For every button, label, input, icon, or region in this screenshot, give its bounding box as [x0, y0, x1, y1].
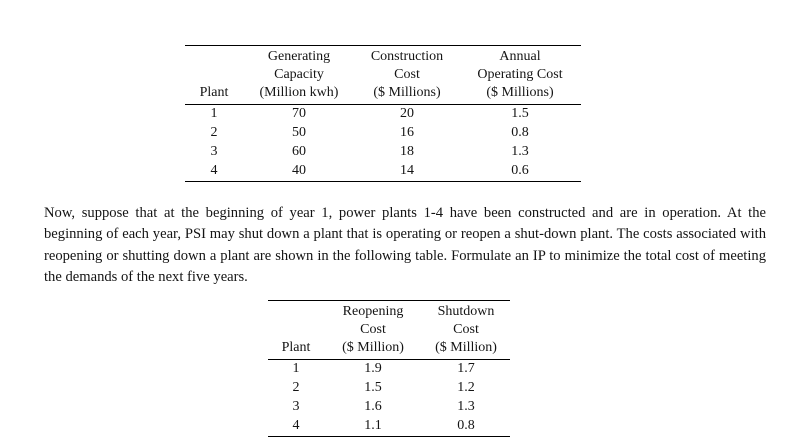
- table-row: 4 1.1 0.8: [268, 417, 510, 437]
- header-annual-operating-cost: Annual Operating Cost ($ Millions): [459, 45, 581, 105]
- table-row: 4 40 14 0.6: [185, 162, 581, 182]
- table-row: 3 60 18 1.3: [185, 143, 581, 162]
- cell-operating: 0.8: [511, 125, 529, 140]
- plant-capacity-cost-table: Plant Generating Capacity (Million kwh) …: [185, 45, 581, 182]
- header-construction-cost: Construction Cost ($ Millions): [355, 45, 459, 105]
- table-row: 1 70 20 1.5: [185, 105, 581, 125]
- header-plant: Plant: [268, 300, 324, 360]
- cell-capacity: 50: [292, 125, 306, 140]
- cell-reopening: 1.6: [364, 399, 382, 414]
- cell-plant: 4: [185, 162, 243, 182]
- cell-reopening: 1.9: [364, 361, 382, 376]
- cell-plant: 3: [210, 144, 218, 159]
- cell-plant: 1: [292, 361, 300, 376]
- header-shutdown-cost: Shutdown Cost ($ Million): [422, 300, 510, 360]
- cell-construction: 18: [400, 144, 414, 159]
- problem-statement-paragraph: Now, suppose that at the beginning of ye…: [44, 204, 766, 286]
- header-generating-capacity: Generating Capacity (Million kwh): [243, 45, 355, 105]
- cell-capacity: 40: [243, 162, 355, 182]
- table-row: 2 50 16 0.8: [185, 124, 581, 143]
- cell-capacity: 70: [292, 106, 306, 121]
- cell-plant: 4: [268, 417, 324, 437]
- cell-reopening: 1.1: [324, 417, 422, 437]
- table-header-row: Plant Generating Capacity (Million kwh) …: [185, 45, 581, 105]
- cell-reopening: 1.5: [364, 380, 382, 395]
- cell-construction: 14: [355, 162, 459, 182]
- cell-plant: 1: [210, 106, 218, 121]
- cell-shutdown: 1.3: [457, 399, 475, 414]
- cell-plant: 2: [292, 380, 300, 395]
- table-row: 3 1.6 1.3: [268, 398, 510, 417]
- table-header-row: Plant Reopening Cost ($ Million) Shutdow…: [268, 300, 510, 360]
- cell-plant: 3: [292, 399, 300, 414]
- table-row: 1 1.9 1.7: [268, 360, 510, 380]
- table-row: 2 1.5 1.2: [268, 379, 510, 398]
- cell-plant: 2: [210, 125, 218, 140]
- cell-capacity: 60: [292, 144, 306, 159]
- cell-operating: 1.5: [511, 106, 529, 121]
- cell-shutdown: 1.7: [457, 361, 475, 376]
- header-reopening-cost: Reopening Cost ($ Million): [324, 300, 422, 360]
- cell-shutdown: 1.2: [457, 380, 475, 395]
- cell-operating: 1.3: [511, 144, 529, 159]
- reopen-shutdown-cost-table: Plant Reopening Cost ($ Million) Shutdow…: [268, 300, 510, 437]
- cell-construction: 20: [400, 106, 414, 121]
- header-plant: Plant: [185, 45, 243, 105]
- cell-construction: 16: [400, 125, 414, 140]
- cell-shutdown: 0.8: [422, 417, 510, 437]
- cell-operating: 0.6: [459, 162, 581, 182]
